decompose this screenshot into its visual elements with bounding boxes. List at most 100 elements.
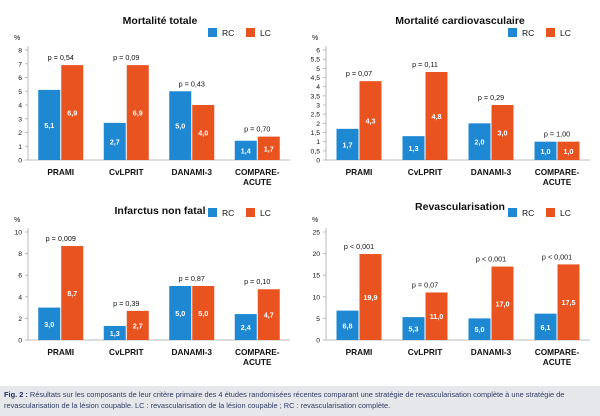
chart1-bar-lc-3 [192, 105, 215, 160]
chart2-ytick-label: 4 [316, 84, 320, 91]
chart1-category-label-1: PRAMI [47, 167, 74, 177]
chart4-legend-rc-label: RC [522, 208, 534, 218]
chart3-category-label-4: COMPARE- [235, 347, 280, 357]
chart3-ytick-label: 6 [18, 273, 22, 280]
chart1-ytick-label: 7 [18, 61, 22, 68]
chart3-category-label-3: DANAMI-3 [171, 347, 212, 357]
chart1-bar-rc-4 [234, 140, 257, 160]
caption-text: Résultats sur les composants de leur cri… [4, 390, 565, 410]
chart3-ytick-label: 10 [14, 230, 22, 237]
chart2-pvalue-1: p = 0,07 [346, 69, 372, 78]
chart1-pvalue-4: p = 0,70 [244, 125, 270, 134]
chart2-value-rc-4: 1,0 [541, 147, 551, 156]
figure-caption: Fig. 2 : Résultats sur les composants de… [4, 389, 596, 411]
chart3-legend-lc-swatch [246, 208, 255, 217]
chart4-value-lc-1: 19,9 [364, 293, 378, 302]
chart2-value-rc-2: 1,3 [409, 144, 419, 153]
chart1-bar-rc-1 [38, 89, 61, 160]
chart4-ytick-label: 10 [312, 294, 320, 301]
chart1-category-label-4: ACUTE [243, 177, 272, 187]
chart3-pvalue-4: p = 0,10 [244, 277, 270, 286]
chart3-ytick-label: 4 [18, 294, 22, 301]
chart2-ytick-label: 5,5 [311, 57, 321, 64]
chart4-bar-rc-1 [336, 310, 359, 340]
figure: Mortalité totale RC LC% 0 1 2 3 4 5 6 7 8 5,1 6,9 p = … [14, 15, 590, 367]
chart4-bar-lc-1 [359, 254, 382, 340]
chart1-pvalue-2: p = 0,09 [113, 53, 139, 62]
chart1-title: Mortalité totale [123, 15, 198, 27]
chart3-value-lc-3: 5,0 [198, 309, 208, 318]
chart3-ytick-label: 0 [18, 338, 22, 345]
chart3-value-lc-1: 8,7 [67, 289, 77, 298]
chart4-pvalue-3: p < 0,001 [476, 255, 506, 264]
chart1-value-rc-2: 2,7 [110, 137, 120, 146]
chart1-legend-rc-swatch [208, 28, 217, 37]
chart2-legend-lc-swatch [546, 28, 555, 37]
chart2-value-lc-2: 4,8 [432, 112, 442, 121]
chart4-bar-rc-3 [468, 318, 491, 340]
chart1-value-rc-4: 1,4 [241, 146, 251, 155]
chart2-category-label-3: DANAMI-3 [471, 167, 512, 177]
chart1-pvalue-3: p = 0,43 [179, 79, 205, 88]
chart1-ylabel: % [14, 35, 20, 42]
chart4-category-label-1: PRAMI [346, 347, 373, 357]
chart3-value-rc-4: 2,4 [241, 323, 251, 332]
chart1-bar-rc-2 [103, 122, 126, 160]
chart2-bar-lc-3 [491, 105, 514, 160]
chart3-ytick-label: 8 [18, 251, 22, 258]
chart2-ytick-label: 6 [316, 48, 320, 55]
chart4-value-lc-3: 17,0 [496, 299, 510, 308]
chart1-value-rc-3: 5,0 [175, 122, 185, 131]
chart4-category-label-3: DANAMI-3 [471, 347, 512, 357]
chart4-ytick-label: 25 [312, 230, 320, 237]
chart2-ytick-label: 1,5 [311, 130, 321, 137]
chart3-bar-rc-2 [103, 325, 126, 340]
chart1-ytick-label: 6 [18, 75, 22, 82]
chart3-bar-rc-1 [38, 307, 61, 340]
chart1-pvalue-1: p = 0,54 [48, 53, 74, 62]
chart4-bar-rc-4 [534, 313, 557, 340]
chart2-bar-lc-2 [425, 72, 448, 160]
chart4-category-label-4: COMPARE- [535, 347, 580, 357]
chart1-ytick-label: 2 [18, 130, 22, 137]
chart4-value-rc-3: 5,0 [475, 325, 485, 334]
chart4-value-lc-2: 11,0 [430, 312, 444, 321]
chart2-ytick-label: 2,5 [311, 112, 321, 119]
chart1-ytick-label: 3 [18, 116, 22, 123]
chart1-value-rc-1: 5,1 [44, 121, 54, 130]
chart3-value-rc-1: 3,0 [44, 320, 54, 329]
chart4-bar-lc-2 [425, 292, 448, 340]
chart2-bar-rc-3 [468, 123, 491, 160]
chart3-value-lc-2: 2,7 [133, 321, 143, 330]
chart3-bar-lc-3 [192, 286, 215, 340]
chart1-ytick-label: 0 [18, 158, 22, 165]
chart2-pvalue-3: p = 0,29 [478, 93, 504, 102]
chart2-ytick-label: 5 [316, 66, 320, 73]
chart4-ytick-label: 15 [312, 273, 320, 280]
chart4-category-label-2: CvLPRIT [408, 347, 443, 357]
chart2-bar-lc-1 [359, 81, 382, 160]
chart2-category-label-1: PRAMI [346, 167, 373, 177]
chart1-bar-lc-2 [126, 65, 149, 160]
chart3-value-rc-2: 1,3 [110, 329, 120, 338]
chart3-pvalue-2: p = 0,39 [113, 299, 139, 308]
chart3-pvalue-1: p = 0,009 [46, 234, 76, 243]
chart4-value-rc-2: 5,3 [409, 325, 419, 334]
chart1-category-label-4: COMPARE- [235, 167, 280, 177]
chart1-legend-rc-label: RC [222, 28, 234, 38]
chart2-ylabel: % [312, 35, 318, 42]
chart2-bar-rc-4 [534, 141, 557, 160]
chart3-value-lc-4: 4,7 [264, 311, 274, 320]
chart3-ylabel: % [14, 217, 20, 224]
chart4-pvalue-4: p < 0,001 [542, 252, 572, 261]
chart3-legend-rc-swatch [208, 208, 217, 217]
chart2-legend-rc-label: RC [522, 28, 534, 38]
chart2-value-rc-1: 1,7 [343, 140, 353, 149]
chart1-legend-lc-swatch [246, 28, 255, 37]
chart1-ytick-label: 4 [18, 103, 22, 110]
chart3-category-label-4: ACUTE [243, 357, 272, 367]
chart4-ytick-label: 0 [316, 338, 320, 345]
chart3-legend-lc-label: LC [260, 208, 271, 218]
chart4-legend-rc-swatch [508, 208, 517, 217]
chart1-bar-rc-3 [169, 91, 192, 160]
